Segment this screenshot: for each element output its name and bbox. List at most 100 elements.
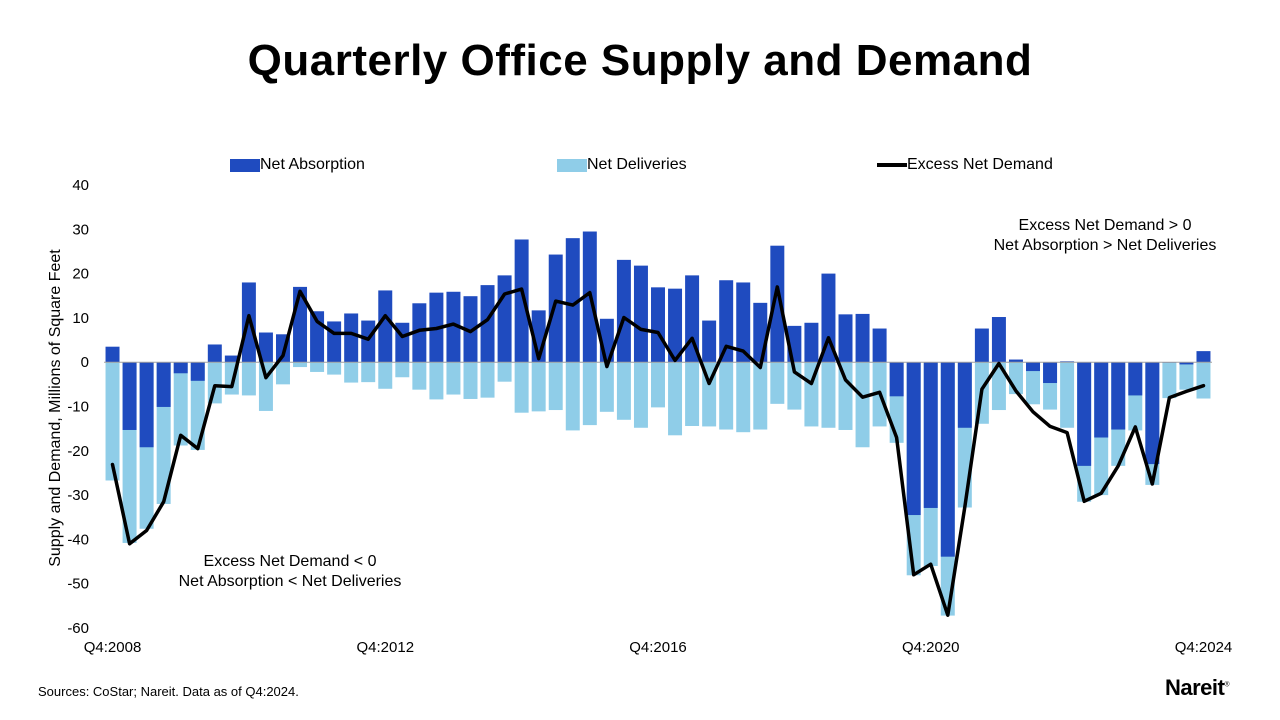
net-absorption-bar [1145, 362, 1160, 465]
net-absorption-bar [1179, 362, 1194, 365]
nareit-logo: Nareit® [1165, 675, 1229, 701]
net-deliveries-bar [463, 362, 478, 399]
net-deliveries-bar [599, 362, 614, 412]
y-tick-label: 30 [72, 221, 89, 238]
net-deliveries-bar [719, 362, 734, 430]
net-absorption-bar [412, 303, 427, 363]
net-absorption-bar [105, 346, 120, 363]
net-deliveries-bar [412, 362, 427, 390]
y-tick-label: 20 [72, 266, 89, 283]
legend-excess-net-demand: Excess Net Demand [877, 156, 1053, 174]
net-deliveries-bar [1162, 362, 1177, 399]
y-tick-label: -20 [67, 443, 89, 460]
net-deliveries-bar [565, 362, 580, 431]
net-absorption-bar [514, 239, 529, 363]
net-absorption-bar [872, 328, 887, 363]
net-deliveries-bar [633, 362, 648, 428]
legend-net-deliveries: Net Deliveries [557, 156, 687, 174]
net-absorption-bar [1043, 362, 1058, 384]
net-absorption-bar [940, 362, 955, 557]
net-absorption-bar [548, 254, 563, 363]
legend-swatch-net-deliveries [557, 158, 587, 172]
net-absorption-bar [156, 362, 171, 407]
net-absorption-bar [736, 282, 751, 363]
y-tick-label: 40 [72, 177, 89, 194]
legend-label-net-deliveries: Net Deliveries [587, 156, 687, 173]
annotation-positive-line2: Net Absorption > Net Deliveries [993, 237, 1217, 254]
net-absorption-bar [1008, 359, 1023, 363]
net-absorption-bar [327, 321, 342, 363]
net-deliveries-bar [395, 362, 410, 378]
net-absorption-bar [753, 302, 768, 363]
net-deliveries-bar [736, 362, 751, 433]
net-absorption-bar [719, 280, 734, 363]
legend-label-excess-net-demand: Excess Net Demand [907, 156, 1053, 173]
net-deliveries-bar [685, 362, 700, 426]
net-absorption-bar [463, 296, 478, 363]
net-deliveries-bar [275, 362, 290, 385]
legend-swatch-excess-net-demand [877, 163, 907, 167]
net-absorption-bar [139, 362, 154, 448]
net-deliveries-bar [480, 362, 495, 398]
net-absorption-bar [668, 288, 683, 363]
annotation-negative: Excess Net Demand < 0 Net Absorption < N… [150, 552, 430, 592]
legend-label-net-absorption: Net Absorption [260, 156, 365, 173]
net-absorption-bar [770, 245, 785, 363]
x-tick-label: Q4:2024 [1175, 639, 1233, 656]
net-deliveries-bar [616, 362, 631, 420]
net-deliveries-bar [327, 362, 342, 375]
x-tick-label: Q4:2012 [356, 639, 414, 656]
net-absorption-bar [821, 273, 836, 363]
logo-text: Nareit [1165, 675, 1225, 700]
y-tick-label: -50 [67, 576, 89, 593]
net-absorption-bar [1111, 362, 1126, 430]
chart-title: Quarterly Office Supply and Demand [247, 36, 1033, 85]
net-deliveries-bar [497, 362, 512, 382]
legend-swatch-net-absorption [230, 158, 260, 172]
net-absorption-bar [1128, 362, 1143, 396]
net-absorption-bar [855, 313, 870, 363]
legend-net-absorption: Net Absorption [230, 156, 365, 174]
net-absorption-bar [1196, 351, 1211, 363]
y-tick-label: -10 [67, 399, 89, 416]
source-note: Sources: CoStar; Nareit. Data as of Q4:2… [38, 684, 299, 699]
net-absorption-bar [633, 265, 648, 363]
net-deliveries-bar [190, 362, 205, 450]
net-deliveries-bar [668, 362, 683, 436]
net-absorption-bar [616, 259, 631, 363]
annotation-negative-line1: Excess Net Demand < 0 [203, 553, 377, 570]
net-absorption-bar [838, 314, 853, 363]
net-absorption-bar [361, 320, 376, 363]
net-deliveries-bar [361, 362, 376, 383]
net-deliveries-bar [651, 362, 665, 408]
net-deliveries-bar [310, 362, 325, 372]
net-deliveries-bar [514, 362, 529, 413]
excess-net-demand-line [110, 285, 1206, 617]
y-tick-label: -40 [67, 531, 89, 548]
net-deliveries-bar [378, 362, 393, 389]
net-absorption-bar [906, 362, 921, 516]
net-absorption-bar [190, 362, 205, 381]
net-absorption-bar [344, 313, 359, 363]
net-deliveries-bar [821, 362, 836, 428]
net-deliveries-bar [293, 362, 308, 368]
x-tick-label: Q4:2008 [84, 639, 142, 656]
net-deliveries-bar [1026, 362, 1041, 405]
net-absorption-bar [480, 285, 495, 363]
net-absorption-bar [991, 317, 1006, 363]
net-absorption-bar [173, 362, 188, 374]
net-absorption-bar [974, 328, 989, 363]
net-absorption-bar [207, 344, 222, 363]
y-tick-label: 10 [72, 310, 89, 327]
net-deliveries-bar [770, 362, 785, 404]
net-deliveries-bar [548, 362, 563, 411]
net-absorption-bar [224, 355, 239, 363]
net-absorption-bar [497, 275, 512, 363]
net-absorption-bar [1026, 362, 1041, 372]
net-absorption-bar [258, 332, 273, 363]
annotation-positive: Excess Net Demand > 0 Net Absorption > N… [960, 216, 1250, 256]
net-deliveries-bar [753, 362, 768, 430]
y-tick-label: -60 [67, 620, 89, 637]
net-absorption-bar [378, 290, 393, 363]
